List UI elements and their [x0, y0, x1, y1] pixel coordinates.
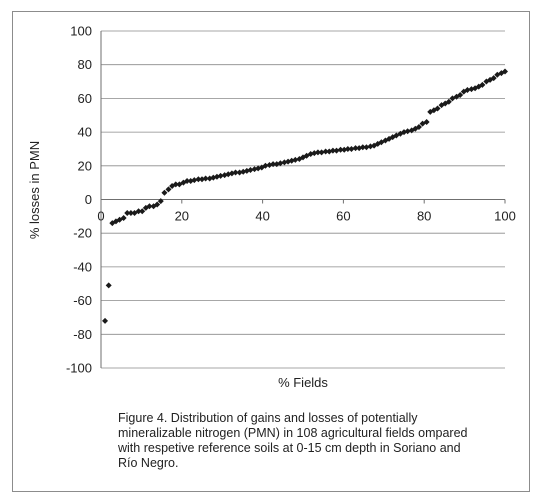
data-point: [154, 201, 161, 208]
x-tick-label: 0: [97, 209, 104, 224]
data-point: [184, 177, 191, 184]
data-points: [102, 68, 508, 324]
data-point: [217, 172, 224, 179]
figure-caption: Figure 4. Distribution of gains and loss…: [118, 411, 468, 470]
x-tick-label: 40: [255, 209, 269, 224]
data-point: [404, 128, 411, 135]
x-tick-labels: 0 20 40 60 80 100: [97, 209, 515, 224]
data-point: [277, 160, 284, 167]
x-tick-label: 60: [336, 209, 350, 224]
data-point: [191, 177, 198, 184]
x-tick-label: 80: [417, 209, 431, 224]
data-point: [120, 215, 127, 222]
y-tick-labels: 100 80 60 40 20 0 -20 -40 -60 -80 -100: [66, 24, 92, 376]
y-tick-label: -40: [73, 259, 92, 274]
y-tick-label: 0: [85, 192, 92, 207]
y-tick-label: 80: [78, 57, 92, 72]
y-tick-label: 60: [78, 91, 92, 106]
data-point: [464, 86, 471, 93]
data-point: [502, 68, 508, 75]
y-tick-label: 40: [78, 125, 92, 140]
data-point: [157, 198, 164, 205]
y-tick-label: -60: [73, 293, 92, 308]
data-point: [423, 118, 430, 125]
data-point: [445, 98, 452, 105]
gridlines: [101, 30, 505, 369]
chart-frame: [12, 11, 530, 492]
data-point: [322, 148, 329, 155]
y-tick-label: -100: [66, 361, 92, 376]
data-point: [161, 189, 168, 196]
data-point: [337, 146, 344, 153]
data-point: [270, 161, 277, 168]
data-point: [124, 209, 131, 216]
data-point: [344, 145, 351, 152]
data-point: [247, 167, 254, 174]
data-point: [202, 175, 209, 182]
data-point: [363, 144, 370, 151]
data-point: [457, 92, 464, 99]
data-point: [262, 162, 269, 169]
data-point: [165, 186, 172, 193]
data-point: [146, 203, 153, 210]
y-axis-label: % losses in PMN: [27, 141, 42, 239]
y-tick-label: -80: [73, 327, 92, 342]
data-point: [434, 105, 441, 112]
data-point: [359, 144, 366, 151]
data-point: [333, 147, 340, 154]
x-tick-label: 100: [494, 209, 516, 224]
data-point: [314, 149, 321, 156]
data-point: [172, 181, 179, 188]
data-point: [139, 208, 146, 215]
data-point: [348, 145, 355, 152]
data-point: [102, 317, 109, 324]
data-point: [318, 149, 325, 156]
data-point: [415, 124, 422, 131]
data-point: [292, 156, 299, 163]
data-point: [490, 75, 497, 82]
x-axis-label: % Fields: [278, 375, 328, 390]
data-point: [408, 127, 415, 134]
axes: [100, 31, 506, 368]
data-point: [135, 208, 142, 215]
y-tick-label: -20: [73, 226, 92, 241]
y-tick-label: 100: [70, 24, 92, 39]
data-point: [127, 209, 134, 216]
data-point: [329, 147, 336, 154]
y-tick-label: 20: [78, 158, 92, 173]
x-tick-label: 20: [175, 209, 189, 224]
data-point: [479, 81, 486, 88]
data-point: [232, 169, 239, 176]
data-point: [352, 145, 359, 152]
data-point: [105, 282, 112, 289]
data-point: [195, 176, 202, 183]
